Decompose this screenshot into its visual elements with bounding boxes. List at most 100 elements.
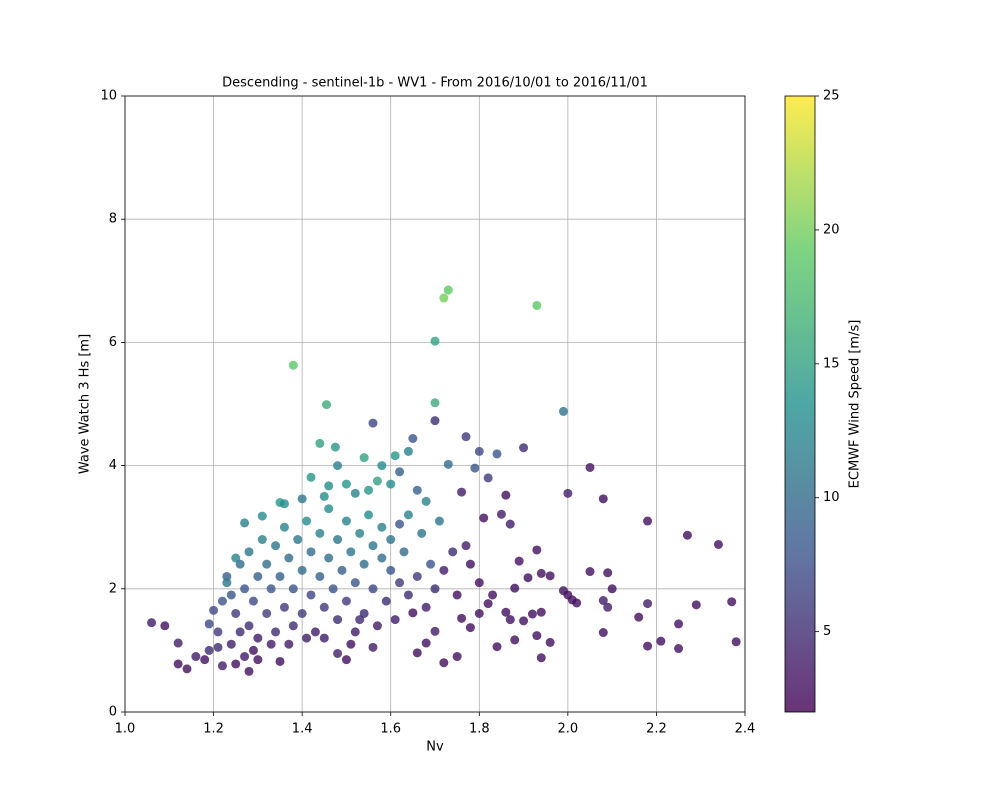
point [324,553,334,563]
point [461,541,471,551]
point [372,621,382,631]
point [333,461,343,471]
point [377,461,387,471]
point [306,547,316,557]
point [368,418,378,428]
point [266,639,276,649]
point [315,528,325,538]
colorbar-label: ECMWF Wind Speed [m/s] [848,320,863,489]
y-tick-label: 6 [109,335,117,350]
point [598,494,608,504]
point [222,571,232,581]
point [333,535,343,545]
point [293,535,303,545]
point [519,443,529,453]
point [284,639,294,649]
point [399,547,409,557]
point [275,656,285,666]
point [330,442,340,452]
point [501,607,511,617]
point [368,642,378,652]
point [474,446,484,456]
point [372,476,382,486]
x-axis-label: Nv [426,740,444,755]
x-tick-label: 1.8 [469,722,490,737]
point [457,613,467,623]
point [603,602,613,612]
point [319,491,329,501]
point [492,449,502,459]
point [315,571,325,581]
colorbar-tick-label: 25 [823,89,840,104]
point [248,645,258,655]
point [284,553,294,563]
point [532,631,542,641]
point [271,541,281,551]
point [536,607,546,617]
point [461,432,471,442]
y-tick-label: 2 [109,581,117,596]
point [643,516,653,526]
point [682,530,692,540]
point [226,590,236,600]
point [390,615,400,625]
colorbar-tick-label: 10 [823,490,840,505]
point [279,602,289,612]
point [510,635,520,645]
point [496,509,506,519]
point [488,590,498,600]
point [288,360,298,370]
point [231,659,241,669]
point [443,285,453,295]
point [483,473,493,483]
y-tick-label: 10 [100,89,117,104]
point [147,618,157,628]
point [430,398,440,408]
point [231,608,241,618]
point [386,479,396,489]
point [439,658,449,668]
point [217,596,227,606]
point [200,655,210,665]
point [656,636,666,646]
point [288,621,298,631]
point [226,639,236,649]
point [421,496,431,506]
point [492,642,502,652]
point [483,599,493,609]
point [430,626,440,636]
point [403,590,413,600]
point [412,571,422,581]
point [346,639,356,649]
point [253,571,263,581]
point [505,615,515,625]
point [510,583,520,593]
point [434,516,444,526]
point [408,608,418,618]
point [674,619,684,629]
point [244,547,254,557]
point [403,446,413,456]
point [333,648,343,658]
point [386,535,396,545]
point [430,416,440,426]
point [417,528,427,538]
point [240,518,250,528]
point [439,293,449,303]
point [598,596,608,606]
x-tick-label: 1.0 [115,722,136,737]
point [465,623,475,633]
x-tick-label: 1.6 [380,722,401,737]
point [474,608,484,618]
point [643,599,653,609]
point [173,659,183,669]
point [713,539,723,549]
point [257,535,267,545]
point [297,565,307,575]
point [319,633,329,643]
point [209,605,219,615]
point [244,666,254,676]
point [240,584,250,594]
point [204,619,214,629]
point [514,556,524,566]
